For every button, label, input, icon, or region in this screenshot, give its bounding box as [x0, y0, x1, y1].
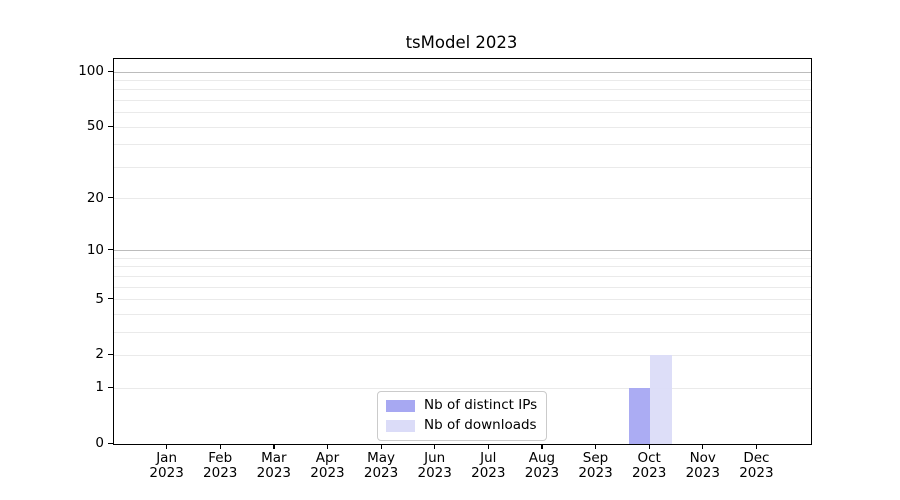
gridline-minor-40: [114, 144, 811, 146]
x-tick-label-sep: Sep 2023: [568, 451, 624, 481]
x-tick-mark-jun: [434, 444, 436, 449]
x-tick-mark-jul: [487, 444, 489, 449]
chart-title: tsModel 2023: [405, 33, 518, 52]
x-tick-month: Jan: [156, 450, 178, 466]
gridline-minor-8: [114, 266, 811, 268]
gridline-minor-90: [114, 79, 811, 81]
x-tick-mark-feb: [219, 444, 221, 449]
x-tick-label-jan: Jan 2023: [139, 451, 195, 481]
gridline-minor-6: [114, 286, 811, 288]
gridline-major-100: [114, 71, 811, 73]
y-tick-label-5: 5: [95, 290, 104, 307]
x-tick-year: 2023: [524, 465, 560, 481]
gridline-minor-3: [114, 331, 811, 333]
y-tick-label-2: 2: [95, 346, 104, 363]
x-tick-mark-aug: [541, 444, 543, 449]
x-tick-month: Nov: [689, 450, 716, 466]
x-tick-month: Aug: [528, 450, 556, 466]
x-tick-month: Jul: [480, 450, 497, 466]
y-tick-mark-20: [108, 197, 113, 199]
legend: Nb of distinct IPs Nb of downloads: [377, 391, 548, 441]
x-tick-year: 2023: [578, 465, 613, 481]
legend-item-downloads: Nb of downloads: [386, 417, 537, 434]
x-tick-year: 2023: [363, 465, 399, 481]
x-tick-year: 2023: [471, 465, 506, 481]
y-tick-label-0: 0: [95, 435, 104, 451]
legend-item-distinct-ips: Nb of distinct IPs: [386, 397, 537, 414]
gridline-minor-60: [114, 112, 811, 114]
x-tick-month: Apr: [315, 450, 340, 466]
y-tick-mark-1: [108, 386, 113, 388]
x-tick-year: 2023: [631, 465, 667, 481]
x-tick-year: 2023: [685, 465, 720, 481]
x-tick-mark-sep: [595, 444, 597, 449]
x-tick-label-dec: Dec 2023: [728, 451, 784, 481]
gridline-minor-20: [114, 198, 811, 200]
plot-area: [113, 58, 812, 445]
gridline-minor-30: [114, 166, 811, 168]
y-tick-mark-5: [108, 298, 113, 300]
x-tick-year: 2023: [739, 465, 774, 481]
gridline-minor-7: [114, 275, 811, 277]
x-tick-year: 2023: [417, 465, 452, 481]
legend-label-downloads: Nb of downloads: [424, 417, 537, 433]
x-tick-label-apr: Apr 2023: [299, 451, 355, 481]
gridline-major-10: [114, 250, 811, 252]
x-tick-month: Mar: [261, 450, 287, 466]
gridline-minor-50: [114, 126, 811, 128]
x-tick-mark-oct: [648, 444, 650, 449]
gridline-minor-2: [114, 354, 811, 356]
gridline-minor-80: [114, 89, 811, 91]
gridline-minor-9: [114, 257, 811, 259]
x-tick-label-aug: Aug 2023: [514, 451, 570, 481]
gridline-minor-70: [114, 99, 811, 101]
x-tick-mark-nov: [702, 444, 704, 449]
x-tick-label-may: May 2023: [353, 451, 409, 481]
y-tick-label-50: 50: [86, 118, 104, 135]
x-tick-mark-dec: [755, 444, 758, 449]
x-tick-label-jul: Jul 2023: [460, 451, 516, 481]
x-tick-year: 2023: [256, 465, 292, 481]
x-tick-label-feb: Feb 2023: [192, 451, 248, 481]
x-tick-year: 2023: [203, 465, 238, 481]
x-tick-label-nov: Nov 2023: [675, 451, 731, 481]
x-tick-label-oct: Oct 2023: [621, 451, 677, 481]
gridline-minor-5: [114, 299, 811, 301]
bar-nb-of-distinct-ips-oct: [628, 388, 651, 444]
x-tick-mark-mar: [273, 444, 275, 449]
x-tick-month: Jun: [424, 450, 446, 466]
legend-label-distinct-ips: Nb of distinct IPs: [424, 397, 538, 413]
y-tick-mark-10: [108, 249, 113, 251]
x-tick-month: Sep: [582, 450, 609, 466]
y-tick-label-20: 20: [86, 189, 104, 206]
x-tick-mark-may: [380, 444, 382, 449]
x-tick-label-jun: Jun 2023: [407, 451, 463, 481]
gridline-minor-1: [114, 387, 811, 389]
x-tick-month: May: [367, 450, 396, 466]
x-tick-year: 2023: [310, 465, 345, 481]
downloads-swatch: [386, 419, 415, 432]
x-tick-mark-jan: [166, 444, 168, 449]
x-tick-month: Dec: [743, 450, 770, 466]
y-tick-label-1: 1: [95, 379, 104, 396]
x-tick-mark-apr: [326, 444, 329, 449]
x-tick-year: 2023: [149, 465, 184, 481]
x-tick-month: Feb: [208, 450, 233, 466]
distinct-ips-swatch: [386, 399, 415, 412]
x-tick-month: Oct: [637, 450, 661, 466]
y-tick-label-10: 10: [86, 241, 104, 258]
y-tick-mark-2: [108, 353, 113, 356]
y-tick-mark-50: [108, 125, 113, 127]
x-tick-label-mar: Mar 2023: [246, 451, 302, 481]
y-tick-mark-0: [108, 442, 113, 444]
gridline-minor-4: [114, 313, 811, 315]
y-tick-label-100: 100: [78, 63, 104, 79]
y-tick-mark-100: [108, 70, 113, 72]
bar-nb-of-downloads-oct: [650, 355, 672, 444]
